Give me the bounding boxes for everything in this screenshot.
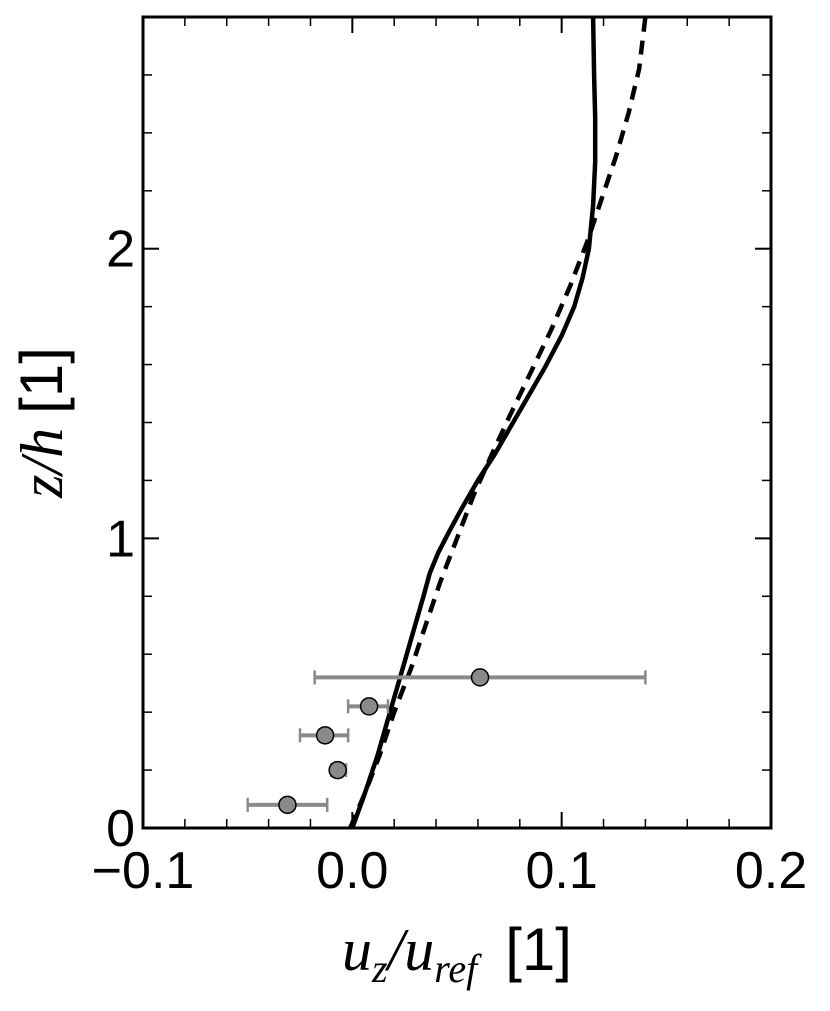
y-label-var2: h bbox=[9, 428, 75, 458]
y-label-unit: [1] bbox=[8, 347, 75, 414]
x-label-sub1: z bbox=[371, 946, 388, 991]
x-tick-label: 0.0 bbox=[316, 842, 388, 900]
x-tick-label: −0.1 bbox=[92, 842, 195, 900]
x-axis-label: uz/uref [1] bbox=[342, 916, 572, 991]
x-label-base2: u bbox=[404, 917, 434, 983]
plot-frame bbox=[141, 15, 773, 830]
measurement-point bbox=[470, 668, 490, 687]
measurement-point bbox=[315, 726, 335, 745]
y-axis-label: z/h[1] bbox=[8, 347, 75, 499]
measurement-point bbox=[359, 697, 379, 716]
y-label-var1: z bbox=[9, 475, 75, 499]
major-ticks bbox=[142, 17, 772, 829]
solid-series-line bbox=[350, 16, 598, 829]
errorbar-layer bbox=[246, 668, 647, 815]
measurement-point bbox=[328, 760, 347, 780]
x-label-sub2: ref bbox=[434, 946, 482, 991]
x-tick-label: 0.2 bbox=[735, 842, 807, 900]
x-label-unit: [1] bbox=[505, 916, 572, 983]
measurement-point bbox=[278, 795, 297, 815]
tick-labels: −0.1 0.0 0.1 0.2 0 1 2 bbox=[92, 221, 807, 900]
minor-ticks bbox=[142, 16, 772, 829]
y-tick-label: 1 bbox=[106, 510, 135, 568]
x-label-base: u bbox=[342, 917, 372, 983]
y-tick-label: 0 bbox=[106, 800, 135, 858]
dashed-series-line bbox=[348, 16, 648, 829]
series-layer bbox=[348, 16, 648, 829]
x-tick-label: 0.1 bbox=[526, 842, 598, 900]
y-tick-label: 2 bbox=[106, 221, 135, 279]
